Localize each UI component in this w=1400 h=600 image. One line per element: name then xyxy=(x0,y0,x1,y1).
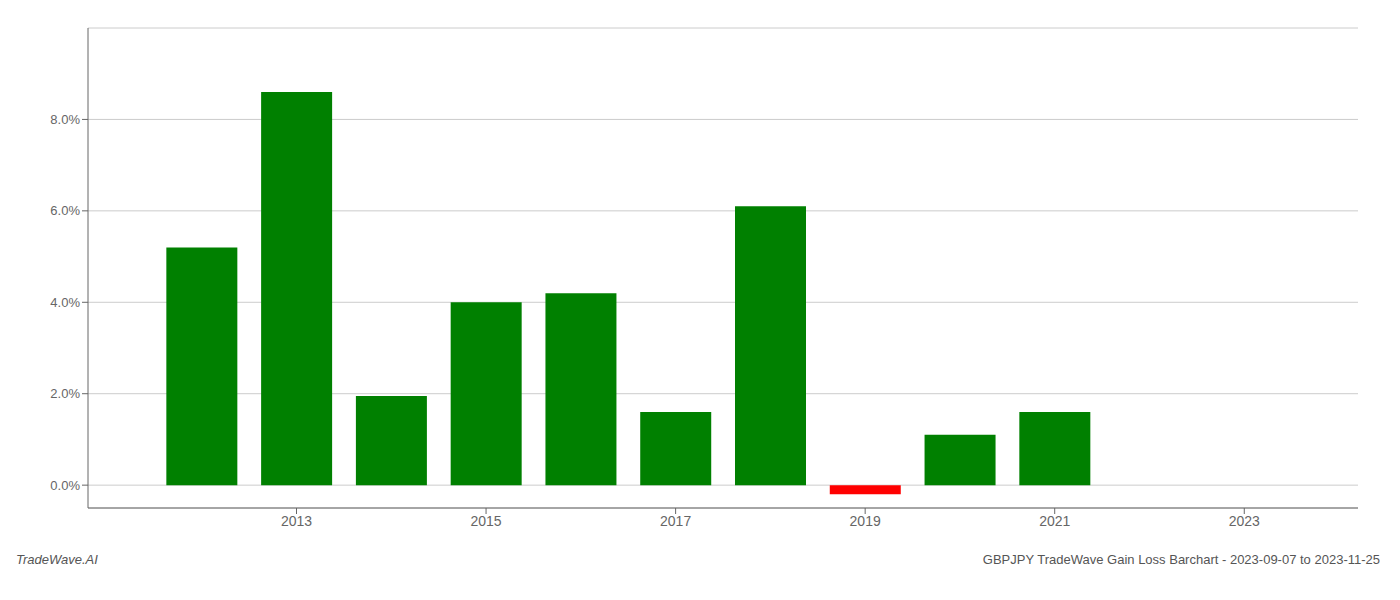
svg-text:2017: 2017 xyxy=(660,513,691,529)
svg-text:2013: 2013 xyxy=(281,513,312,529)
svg-text:4.0%: 4.0% xyxy=(50,295,80,310)
svg-text:2021: 2021 xyxy=(1039,513,1070,529)
svg-text:2.0%: 2.0% xyxy=(50,386,80,401)
html-text:GBPJPY TradeWave Gain Loss Bar: GBPJPY TradeWave Gain Loss Barchart - 20… xyxy=(982,552,1380,567)
html-text:TradeWave.AI: TradeWave.AI xyxy=(16,552,98,567)
svg-text:6.0%: 6.0% xyxy=(50,203,80,218)
svg-text:0.0%: 0.0% xyxy=(50,478,80,493)
svg-text:2015: 2015 xyxy=(470,513,501,529)
svg-text:8.0%: 8.0% xyxy=(50,112,80,127)
svg-text:2019: 2019 xyxy=(850,513,881,529)
svg-text:2023: 2023 xyxy=(1229,513,1260,529)
